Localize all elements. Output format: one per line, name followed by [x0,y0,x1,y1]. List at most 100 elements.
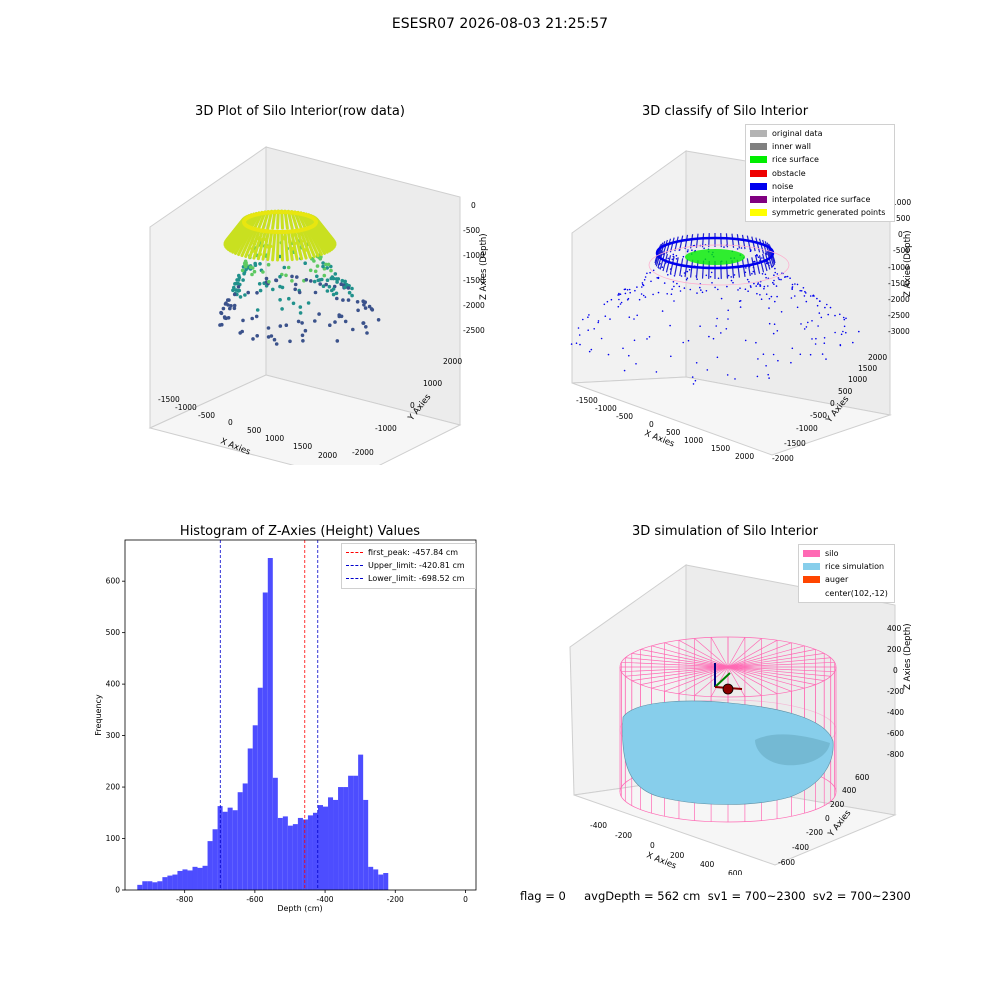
silo-wire [727,666,778,695]
raw-point [278,324,283,328]
noise-point [582,318,584,321]
figure-title: ESESR07 2026-08-03 21:25:57 [391,16,609,32]
histogram-bar [282,816,288,890]
raw-wall-stroke [252,230,264,260]
raw-wall-stroke [304,228,320,258]
noise-point [746,278,749,281]
x-tick: 1000 [265,434,284,443]
raw-wall-stroke [296,230,308,260]
histogram-bar [202,865,208,890]
silo-wire [727,666,746,697]
raw-point [278,298,282,302]
noise-point [794,295,796,297]
noise-point [739,287,741,289]
x-tick: 500 [666,428,681,437]
z-tick: -600 [887,729,904,738]
noise-point [691,376,694,378]
raw-point [238,295,243,299]
legend-swatch [750,169,767,177]
noise-point [725,328,728,330]
legend-label: interpolated rice surface [772,195,871,205]
noise-point [800,323,802,325]
histogram-bar [262,592,268,890]
histogram-bar [207,841,213,890]
silo-wire [631,666,729,681]
noise-point [695,362,698,364]
noise-point [623,369,626,372]
silo-wire [727,638,762,668]
noise-point [657,277,660,280]
noise-point [593,328,595,330]
noise-point [676,282,678,285]
y-tick: 600 [855,773,870,782]
inner-wall-stroke [764,241,771,257]
noise-point [811,338,813,340]
histogram-bar [322,806,329,890]
legend-label: Upper_limit: -420.81 cm [368,561,465,571]
histogram-bar [242,783,248,890]
raw-point [231,288,235,293]
raw-point [333,320,337,324]
noise-point [642,294,645,297]
histogram-bar [187,870,193,890]
noise-point [790,297,793,299]
y-tick: -1000 [796,424,818,433]
status-footer: flag = 0 avgDepth = 562 cm sv1 = 700~230… [520,889,911,903]
noise-point [667,274,669,276]
noise-point [710,271,713,274]
z-tick: -1500 [463,276,485,285]
raw-point [244,261,248,265]
noise-point [785,275,787,278]
raw-point [365,331,369,335]
raw-point [303,261,307,265]
y-tick: 400 [842,786,857,795]
raw-wall-stroke [276,231,280,262]
z-tick: -1500 [888,279,910,288]
x-tick: 0 [228,418,233,427]
raw-wall-stroke [240,228,256,258]
histogram-bar [292,824,298,890]
noise-point [636,314,638,317]
raw-3d-plot: -1500 -1000 -500 0 500 1000 1500 2000 X … [148,146,489,465]
noise-point [706,369,709,371]
raw-point [376,318,381,322]
raw-point [320,277,324,282]
noise-point [641,286,643,288]
noise-point [717,277,720,280]
raw-point [228,306,232,311]
noise-point [696,292,698,294]
raw-point [254,314,259,319]
noise-point [786,275,789,278]
raw-point [232,285,236,290]
noise-point [803,328,806,330]
silo-wire [621,661,729,668]
legend-label: rice simulation [825,562,885,572]
raw-point [232,306,237,311]
silo-wire [727,661,835,668]
noise-point [675,258,678,260]
noise-point [839,344,842,346]
inner-wall-stroke [669,256,675,274]
z-tick: -3000 [888,327,910,336]
raw-point [316,278,321,283]
raw-point [317,312,321,316]
raw-point [237,273,241,278]
histogram-x-tick: -600 [246,895,263,904]
noise-point [626,299,629,301]
raw-point [258,262,262,266]
classify-plot-title: 3D classify of Silo Interior [641,104,809,119]
raw-point [351,327,355,332]
raw-point [232,292,237,297]
raw-point [219,310,223,315]
raw-point [241,278,245,282]
noise-point [686,277,689,279]
silo-wire [727,653,825,668]
raw-point [288,339,292,344]
noise-point [579,343,581,346]
histogram-bar [142,881,148,890]
z-tick: 0 [898,230,903,239]
legend-label: silo [825,549,839,559]
simulation-z-ticks: 400 200 0 -200 -400 -600 -800 [887,624,904,759]
noise-point [643,279,646,281]
noise-point [650,280,652,283]
